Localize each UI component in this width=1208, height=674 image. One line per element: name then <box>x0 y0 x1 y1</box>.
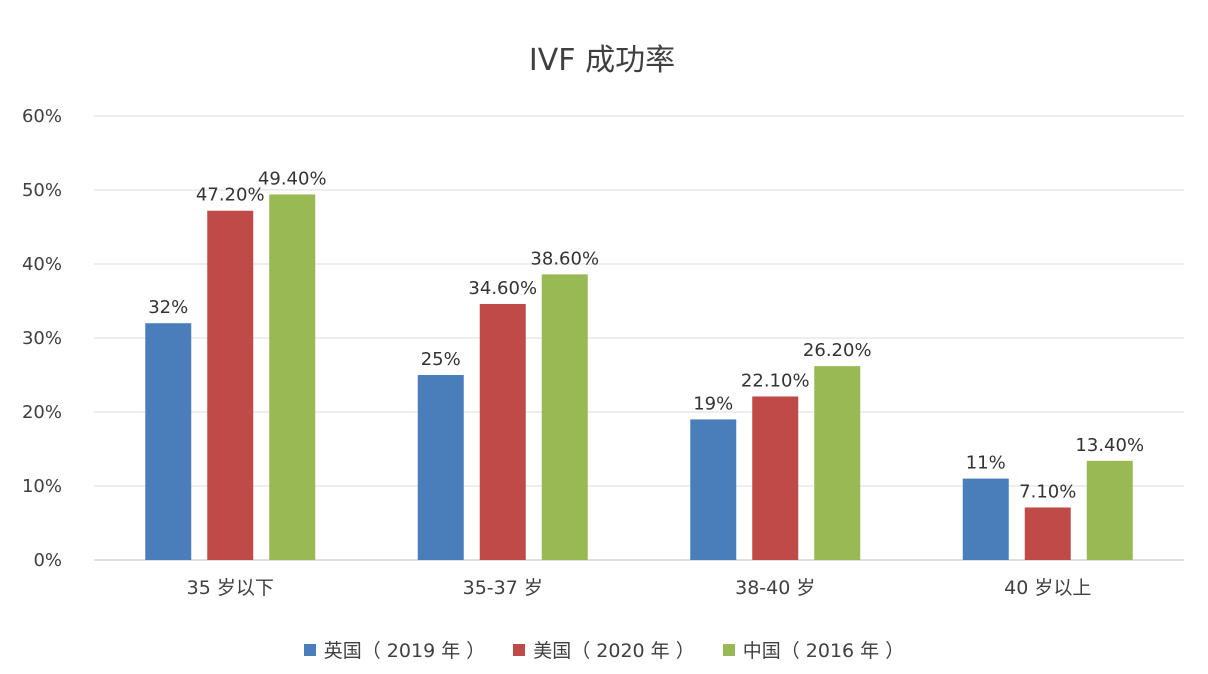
legend-swatch <box>722 643 735 656</box>
bar <box>207 210 254 560</box>
x-category-label: 38-40 岁 <box>735 577 815 599</box>
legend-swatch <box>513 643 526 656</box>
bar <box>1086 460 1133 560</box>
bar <box>1024 507 1071 560</box>
bar-chart: IVF 成功率 0% 10% 20% 30% 40% 50% 60% 32% 47.20%49… <box>22 43 1184 599</box>
bar <box>417 375 464 560</box>
data-label: 32% <box>148 297 188 318</box>
bar <box>752 396 799 560</box>
data-label: 26.20% <box>803 340 872 361</box>
bar <box>541 274 588 560</box>
bar <box>479 303 526 560</box>
data-label: 49.40% <box>258 168 327 189</box>
y-tick-label: 50% <box>22 180 62 201</box>
y-tick-label: 0% <box>33 550 62 571</box>
y-tick-label: 30% <box>22 328 62 349</box>
x-axis-categories: 35 岁以下 35-37 岁 38-40 岁 40 岁以上 <box>187 577 1092 599</box>
data-labels: 32% 47.20%49.40% 25% 34.60% 38.60% 19% 22.10% 2… <box>148 168 1144 502</box>
y-tick-label: 20% <box>22 402 62 423</box>
data-label: 25% <box>421 349 461 370</box>
data-label: 38.60% <box>530 248 599 269</box>
x-category-label: 35 岁以下 <box>187 577 274 599</box>
bars <box>145 194 1133 560</box>
legend-swatch <box>303 643 316 656</box>
data-label: 7.10% <box>1019 481 1076 502</box>
data-label: 22.10% <box>741 370 810 391</box>
data-label: 19% <box>693 393 733 414</box>
chart-title: IVF 成功率 <box>529 43 675 78</box>
legend-item: 英国（ 2019 年 ） <box>303 636 486 663</box>
legend-label: 中国（ 2016 年 ） <box>742 640 905 662</box>
data-label: 13.40% <box>1075 435 1144 456</box>
bar <box>690 419 737 560</box>
legend-label: 美国（ 2020 年 ） <box>533 640 695 662</box>
y-tick-label: 40% <box>22 254 62 275</box>
y-axis-ticks: 0% 10% 20% 30% 40% 50% 60% <box>22 106 62 571</box>
bar <box>814 366 861 560</box>
bar <box>145 323 192 560</box>
data-label: 34.60% <box>468 278 537 299</box>
legend-item: 美国（ 2020 年 ） <box>513 636 695 663</box>
data-label: 11% <box>966 453 1006 474</box>
x-category-label: 40 岁以上 <box>1004 577 1091 599</box>
legend-item: 中国（ 2016 年 ） <box>722 636 905 663</box>
bar <box>269 194 316 560</box>
y-tick-label: 10% <box>22 476 62 497</box>
data-label: 47.20% <box>196 185 265 206</box>
legend-label: 英国（ 2019 年 ） <box>323 640 486 662</box>
legend: 英国（ 2019 年 ） 美国（ 2020 年 ） 中国（ 2016 年 ） <box>0 636 1208 663</box>
x-category-label: 35-37 岁 <box>463 577 543 599</box>
bar <box>962 478 1009 560</box>
y-tick-label: 60% <box>22 106 62 127</box>
